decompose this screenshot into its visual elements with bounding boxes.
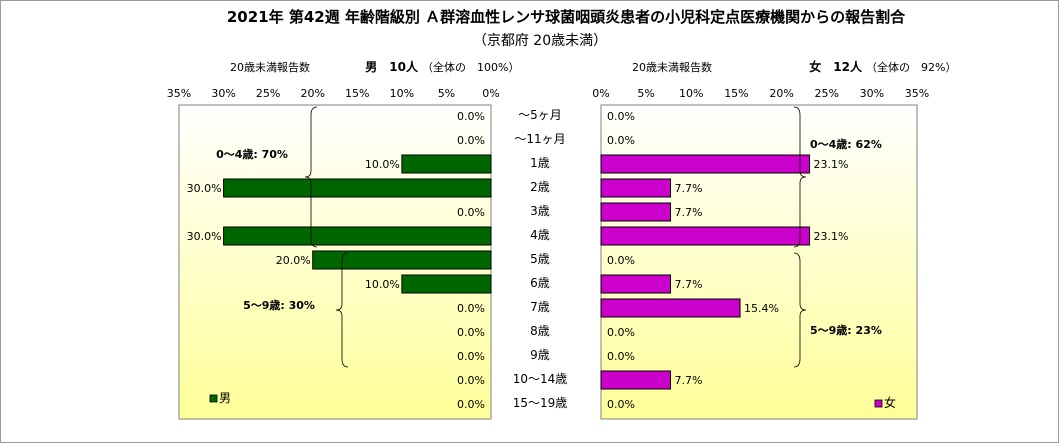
male-value-label: 0.0% — [457, 374, 485, 387]
male-x-tick-label: 0% — [482, 87, 499, 100]
male-value-label: 10.0% — [365, 158, 400, 171]
female-bar — [600, 298, 741, 318]
female-value-label: 0.0% — [607, 134, 635, 147]
male-header: 20歳未満報告数 男 10人 （全体の 100%） — [230, 59, 519, 74]
male-bar — [223, 178, 492, 198]
category-label: 3歳 — [530, 204, 550, 218]
male-bar — [401, 154, 492, 174]
male-value-label: 0.0% — [457, 326, 485, 339]
male-x-tick-label: 5% — [438, 87, 455, 100]
x-axis-ticks: 0% 0% 5% 5% 10% 10% 15% 15% 20% 20% 25% 25% 30% 30% 35… — [167, 87, 929, 100]
male-x-tick-label: 15% — [345, 87, 369, 100]
female-x-tick-label: 20% — [769, 87, 793, 100]
category-label: 10～14歳 — [513, 372, 568, 386]
female-header: 20歳未満報告数 女 12人 （全体の 92%） — [632, 59, 956, 74]
female-x-tick-label: 35% — [905, 87, 929, 100]
chart-subtitle: （京都府 20歳未満） — [473, 33, 607, 49]
category-label: 4歳 — [530, 228, 550, 242]
male-x-tick-label: 25% — [256, 87, 280, 100]
male-bar — [312, 250, 492, 270]
male-bar — [223, 226, 492, 246]
female-value-label: 7.7% — [675, 278, 703, 291]
male-value-label: 30.0% — [187, 182, 222, 195]
chart-title: 2021年 第42週 年齢階級別 Ａ群溶血性レンサ球菌咽頭炎患者の小児科定点医療… — [227, 8, 906, 26]
legends: 男女 — [209, 391, 896, 410]
female-bar — [600, 274, 672, 294]
male-group-label-5-9: 5～9歳: 30% — [243, 298, 315, 312]
female-legend-swatch — [874, 399, 883, 408]
category-label: 8歳 — [530, 324, 550, 338]
bars — [223, 154, 811, 390]
male-legend-swatch — [209, 394, 218, 403]
category-label: 7歳 — [530, 300, 550, 314]
female-value-label: 0.0% — [607, 326, 635, 339]
female-value-label: 7.7% — [675, 374, 703, 387]
female-bar — [600, 178, 672, 198]
male-value-label: 0.0% — [457, 302, 485, 315]
male-value-label: 0.0% — [457, 398, 485, 411]
male-bracket-5-9 — [335, 252, 349, 368]
value-labels: 0.0% 0.0% 0.0% 0.0% 10.0% 23.1% 30.0% 7.7% 0.0% 7… — [187, 110, 849, 411]
female-total-label: 女 12人 — [809, 59, 863, 74]
female-value-label: 0.0% — [607, 254, 635, 267]
male-value-label: 0.0% — [457, 350, 485, 363]
male-x-tick-label: 20% — [300, 87, 324, 100]
female-bar — [600, 370, 672, 390]
category-label: ～11ヶ月 — [514, 132, 565, 146]
female-bar — [600, 226, 811, 246]
female-bar — [600, 154, 811, 174]
category-labels: ～5ヶ月 ～11ヶ月 1歳 2歳 3歳 4歳 5歳 6歳 7歳 8歳 9歳 10～14歳 15～19歳 — [513, 108, 568, 410]
male-total-label: 男 10人 — [365, 59, 419, 74]
male-value-label: 10.0% — [365, 278, 400, 291]
male-value-label: 0.0% — [457, 110, 485, 123]
female-value-label: 7.7% — [675, 206, 703, 219]
male-value-label: 0.0% — [457, 134, 485, 147]
female-value-label: 0.0% — [607, 398, 635, 411]
female-legend-label: 女 — [884, 395, 896, 410]
female-x-tick-label: 15% — [724, 87, 748, 100]
female-bracket-5-9 — [793, 252, 807, 368]
age-group-brackets: 0～4歳: 70% 5～9歳: 30% 0～4歳: 62% 5～9歳: 23% — [216, 106, 882, 368]
female-axis-label: 20歳未満報告数 — [632, 61, 712, 74]
female-x-tick-label: 10% — [679, 87, 703, 100]
male-x-tick-label: 30% — [211, 87, 235, 100]
female-x-tick-label: 0% — [592, 87, 609, 100]
category-label: 2歳 — [530, 180, 550, 194]
female-bracket-0-4 — [793, 106, 807, 248]
male-legend-label: 男 — [219, 391, 231, 405]
category-label: ～5ヶ月 — [518, 108, 562, 122]
female-value-label: 23.1% — [814, 230, 849, 243]
female-group-label-5-9: 5～9歳: 23% — [810, 323, 882, 337]
male-value-label: 30.0% — [187, 230, 222, 243]
female-x-tick-label: 5% — [637, 87, 654, 100]
category-label: 9歳 — [530, 348, 550, 362]
female-group-label-0-4: 0～4歳: 62% — [810, 137, 882, 151]
male-x-tick-label: 10% — [390, 87, 414, 100]
category-label: 1歳 — [530, 156, 550, 170]
female-share-label: （全体の 92%） — [866, 60, 956, 74]
female-value-label: 15.4% — [744, 302, 779, 315]
female-value-label: 0.0% — [607, 350, 635, 363]
female-value-label: 23.1% — [814, 158, 849, 171]
female-x-tick-label: 25% — [814, 87, 838, 100]
category-label: 6歳 — [530, 276, 550, 290]
male-axis-label: 20歳未満報告数 — [230, 61, 310, 74]
male-share-label: （全体の 100%） — [422, 60, 519, 74]
category-label: 5歳 — [530, 252, 550, 266]
female-value-label: 7.7% — [675, 182, 703, 195]
male-bar — [401, 274, 492, 294]
female-x-tick-label: 30% — [860, 87, 884, 100]
female-bar — [600, 202, 672, 222]
female-value-label: 0.0% — [607, 110, 635, 123]
category-label: 15～19歳 — [513, 396, 568, 410]
male-value-label: 0.0% — [457, 206, 485, 219]
male-value-label: 20.0% — [276, 254, 311, 267]
male-x-tick-label: 35% — [167, 87, 191, 100]
male-group-label-0-4: 0～4歳: 70% — [216, 147, 288, 161]
male-bracket-0-4 — [304, 106, 318, 248]
